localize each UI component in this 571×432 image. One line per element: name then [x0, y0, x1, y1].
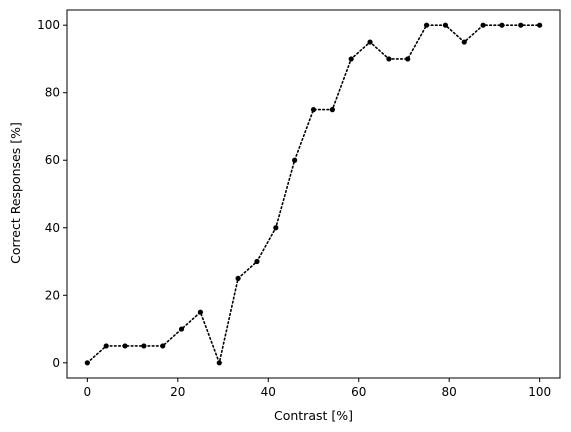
- data-point: [160, 343, 166, 349]
- data-point: [216, 360, 222, 366]
- data-point: [537, 22, 543, 28]
- x-tick-label: 40: [261, 385, 276, 399]
- y-axis-label: Correct Responses [%]: [8, 122, 23, 264]
- y-tick-label: 0: [52, 356, 60, 370]
- data-point: [235, 275, 241, 281]
- data-point: [480, 22, 486, 28]
- x-tick-label: 0: [84, 385, 92, 399]
- data-point: [348, 56, 354, 62]
- y-tick-label: 60: [45, 153, 60, 167]
- y-tick-label: 20: [45, 288, 60, 302]
- data-point: [197, 309, 204, 315]
- x-tick-label: 100: [528, 385, 551, 399]
- data-point: [122, 343, 128, 349]
- y-tick-label: 80: [45, 86, 60, 100]
- x-axis-label: Contrast [%]: [274, 408, 353, 423]
- plot-area: [66, 9, 561, 379]
- data-point: [178, 326, 185, 332]
- data-point: [103, 343, 109, 349]
- data-point: [518, 22, 524, 28]
- data-point: [329, 107, 335, 113]
- x-tick-label: 60: [351, 385, 366, 399]
- data-point: [254, 258, 260, 265]
- data-point: [310, 107, 317, 113]
- data-point: [461, 39, 467, 45]
- axis-ticks: 0 20 40 60 80 100 0 20 40 60 80 100: [37, 18, 551, 399]
- x-tick-label: 80: [442, 385, 457, 399]
- data-point: [442, 22, 449, 28]
- data-point: [499, 22, 505, 28]
- x-tick-label: 20: [170, 385, 185, 399]
- data-point: [386, 56, 392, 62]
- data-point: [141, 343, 147, 349]
- data-point: [405, 56, 411, 62]
- y-tick-label: 100: [37, 18, 60, 32]
- axes-frame: [66, 9, 561, 379]
- data-point: [273, 225, 279, 231]
- data-point: [292, 157, 298, 163]
- y-tick-label: 40: [45, 221, 60, 235]
- data-point: [84, 360, 90, 366]
- data-point: [423, 22, 430, 28]
- data-point: [367, 39, 373, 45]
